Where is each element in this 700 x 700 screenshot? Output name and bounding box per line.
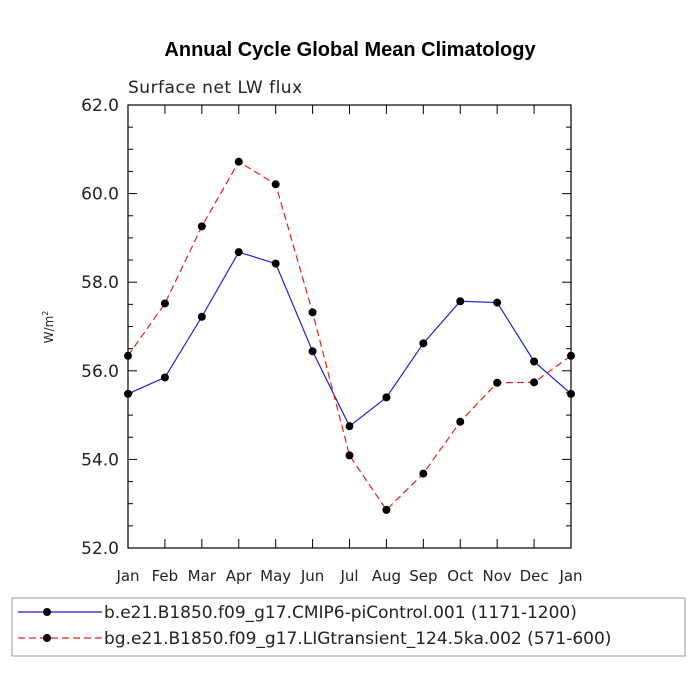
- series-2-point: [567, 351, 575, 360]
- x-tick-label: Nov: [483, 567, 512, 585]
- legend-label-2: bg.e21.B1850.f09_g17.LIGtransient_124.5k…: [104, 629, 611, 649]
- series-2-point: [493, 378, 502, 387]
- x-tick-label: Mar: [188, 567, 217, 585]
- series-2-point: [124, 351, 132, 360]
- series-1-point: [271, 259, 280, 268]
- x-tick-label: Feb: [152, 567, 179, 585]
- series-2-point: [530, 378, 539, 387]
- x-tick-label: Sep: [409, 567, 437, 585]
- series-1-point: [419, 339, 428, 348]
- series-layer: [124, 157, 575, 514]
- series-1-point: [160, 373, 169, 382]
- series-1-point: [197, 312, 206, 321]
- series-1-point: [567, 389, 575, 398]
- legend: b.e21.B1850.f09_g17.CMIP6-piControl.001 …: [18, 603, 611, 649]
- x-tick-label: Jul: [339, 567, 358, 585]
- chart-subtitle: Surface net LW flux: [128, 78, 303, 98]
- y-axis-label-superscript: 2: [41, 311, 50, 316]
- x-tick-label: Dec: [520, 567, 549, 585]
- legend-label-1: b.e21.B1850.f09_g17.CMIP6-piControl.001 …: [104, 603, 577, 623]
- legend-marker-2: [43, 634, 51, 642]
- x-tick-label: Apr: [226, 567, 253, 585]
- x-tick-label: Jun: [300, 567, 324, 585]
- series-2-point: [456, 417, 465, 426]
- series-2-point: [419, 469, 428, 478]
- x-tick-label: Aug: [372, 567, 401, 585]
- series-1-point: [456, 297, 465, 306]
- y-tick-label: 60.0: [81, 185, 119, 205]
- y-tick-label: 56.0: [81, 362, 119, 382]
- y-axis-label: W/m2: [41, 311, 56, 344]
- y-tick-label: 58.0: [81, 273, 119, 293]
- x-tick-label: May: [260, 567, 291, 585]
- series-1-point: [493, 298, 502, 307]
- series-1-point: [530, 357, 539, 366]
- series-2-point: [308, 308, 317, 317]
- plot-frame: [127, 104, 572, 549]
- y-ticks: 52.0 54.0 56.0 58.0 60.0 62.0: [81, 96, 571, 559]
- series-1-point: [308, 347, 317, 356]
- series-2-point: [234, 157, 243, 166]
- chart-title: Annual Cycle Global Mean Climatology: [164, 39, 536, 61]
- x-tick-label: Oct: [447, 567, 473, 585]
- series-2-point: [345, 451, 354, 460]
- series-2-point: [197, 222, 206, 231]
- x-tick-label: Jan: [115, 567, 139, 585]
- series-1-point: [382, 393, 391, 402]
- series-1-point: [234, 248, 243, 257]
- x-ticks: Jan Feb Mar Apr May Jun Jul Aug Sep Oct Nov Dec Jan: [115, 105, 583, 585]
- series-2-point: [382, 505, 391, 514]
- x-tick-label: Jan: [558, 567, 582, 585]
- legend-box: [11, 597, 686, 657]
- series-line-1: [127, 251, 572, 428]
- series-2-point: [160, 299, 169, 308]
- y-tick-label: 52.0: [81, 539, 119, 559]
- y-tick-label: 62.0: [81, 96, 119, 116]
- y-tick-label: 54.0: [81, 450, 119, 470]
- y-axis-label-text: W/m: [42, 316, 56, 344]
- legend-marker-1: [43, 608, 51, 616]
- series-2-point: [271, 180, 280, 189]
- series-1-point: [345, 422, 354, 431]
- series-1-point: [124, 389, 132, 398]
